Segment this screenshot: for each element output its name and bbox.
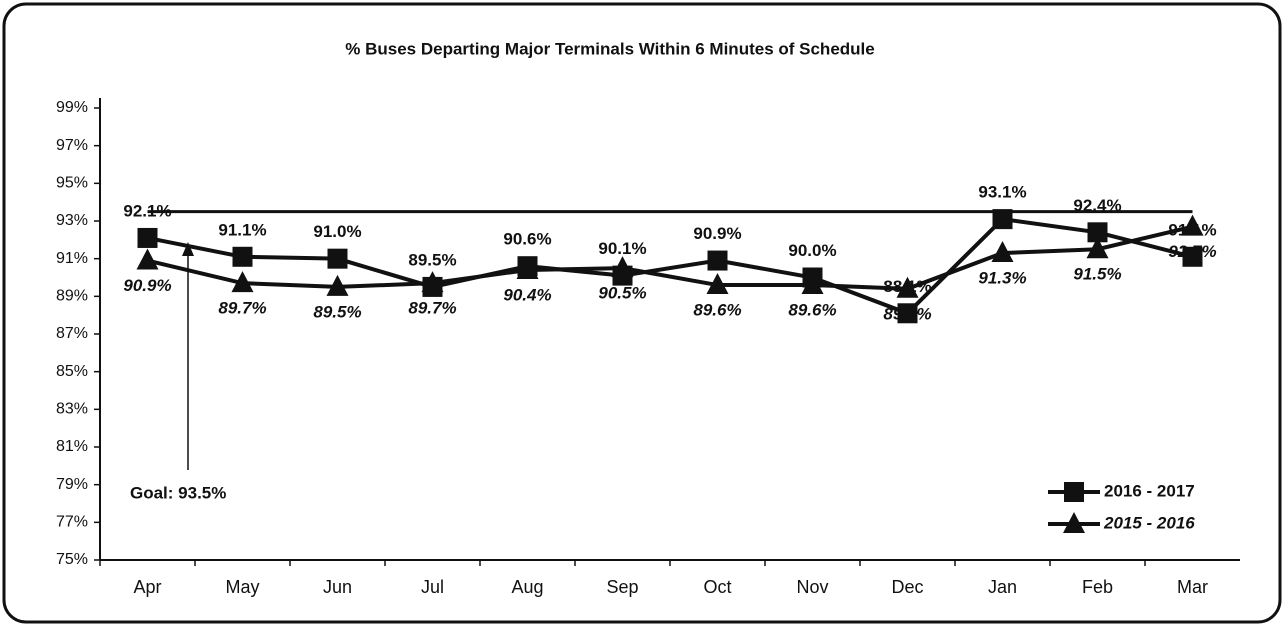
data-label: 89.7% bbox=[408, 299, 456, 318]
legend-marker bbox=[1063, 512, 1085, 533]
data-label: 90.9% bbox=[693, 224, 741, 243]
legend-label: 2016 - 2017 bbox=[1104, 481, 1195, 500]
chart-title: % Buses Departing Major Terminals Within… bbox=[345, 39, 874, 58]
data-label: 93.1% bbox=[978, 183, 1026, 202]
data-label: 90.6% bbox=[503, 230, 551, 249]
triangle-marker bbox=[1086, 237, 1109, 259]
legend-marker bbox=[1064, 482, 1084, 502]
square-marker bbox=[137, 227, 158, 248]
y-tick-label: 81% bbox=[56, 438, 88, 455]
triangle-marker bbox=[801, 273, 824, 295]
square-marker bbox=[1087, 222, 1108, 243]
y-tick-label: 83% bbox=[56, 401, 88, 418]
x-tick-label: Nov bbox=[796, 577, 828, 597]
data-label: 92.1% bbox=[123, 201, 171, 220]
x-tick-label: Aug bbox=[511, 577, 543, 597]
y-tick-label: 87% bbox=[56, 325, 88, 342]
x-tick-label: May bbox=[225, 577, 259, 597]
y-tick-label: 91% bbox=[56, 250, 88, 267]
x-tick-label: Mar bbox=[1177, 577, 1208, 597]
data-label: 91.0% bbox=[313, 222, 361, 241]
x-tick-label: Dec bbox=[891, 577, 923, 597]
y-tick-label: 93% bbox=[56, 212, 88, 229]
triangle-marker bbox=[611, 256, 634, 278]
triangle-marker bbox=[706, 273, 729, 295]
data-label: 89.6% bbox=[693, 301, 741, 320]
data-label: 89.4% bbox=[883, 304, 931, 323]
y-tick-label: 89% bbox=[56, 288, 88, 305]
y-tick-label: 97% bbox=[56, 137, 88, 154]
series-line bbox=[147, 224, 1193, 291]
y-tick-label: 99% bbox=[56, 99, 88, 116]
goal-label: Goal: 93.5% bbox=[130, 483, 226, 502]
data-label: 90.5% bbox=[598, 284, 646, 303]
triangle-marker bbox=[991, 241, 1014, 263]
triangle-marker bbox=[231, 271, 254, 293]
goal-arrowhead bbox=[182, 242, 194, 256]
legend-label: 2015 - 2016 bbox=[1103, 513, 1195, 532]
y-tick-label: 95% bbox=[56, 175, 88, 192]
data-label: 92.4% bbox=[1073, 196, 1121, 215]
triangle-marker bbox=[896, 276, 919, 298]
x-tick-label: Jan bbox=[988, 577, 1017, 597]
square-marker bbox=[327, 248, 348, 269]
triangle-marker bbox=[516, 257, 539, 279]
triangle-marker bbox=[326, 274, 349, 296]
x-tick-label: Feb bbox=[1082, 577, 1113, 597]
data-label: 89.7% bbox=[218, 299, 266, 318]
data-label: 91.3% bbox=[978, 269, 1026, 288]
x-tick-label: Jun bbox=[323, 577, 352, 597]
y-tick-label: 75% bbox=[56, 551, 88, 568]
data-label: 89.6% bbox=[788, 301, 836, 320]
triangle-marker bbox=[136, 248, 159, 270]
square-marker bbox=[707, 250, 728, 271]
data-label: 90.1% bbox=[598, 239, 646, 258]
data-label: 91.5% bbox=[1073, 265, 1121, 284]
x-tick-label: Sep bbox=[606, 577, 638, 597]
y-tick-label: 85% bbox=[56, 363, 88, 380]
square-marker bbox=[897, 303, 918, 324]
x-tick-label: Jul bbox=[421, 577, 444, 597]
data-label: 91.1% bbox=[218, 220, 266, 239]
data-label: 89.5% bbox=[313, 302, 361, 321]
x-tick-label: Apr bbox=[133, 577, 161, 597]
triangle-marker bbox=[421, 271, 444, 293]
data-label: 89.5% bbox=[408, 250, 456, 269]
data-label: 90.0% bbox=[788, 241, 836, 260]
triangle-marker bbox=[1181, 214, 1204, 236]
y-tick-label: 79% bbox=[56, 476, 88, 493]
x-tick-label: Oct bbox=[703, 577, 731, 597]
square-marker bbox=[992, 209, 1013, 230]
square-marker bbox=[232, 246, 253, 267]
square-marker bbox=[1182, 246, 1203, 267]
data-label: 90.4% bbox=[503, 285, 551, 304]
data-label: 92.7% bbox=[1168, 242, 1216, 261]
y-tick-label: 77% bbox=[56, 514, 88, 531]
series-line bbox=[147, 216, 1193, 316]
data-label: 90.9% bbox=[123, 276, 171, 295]
